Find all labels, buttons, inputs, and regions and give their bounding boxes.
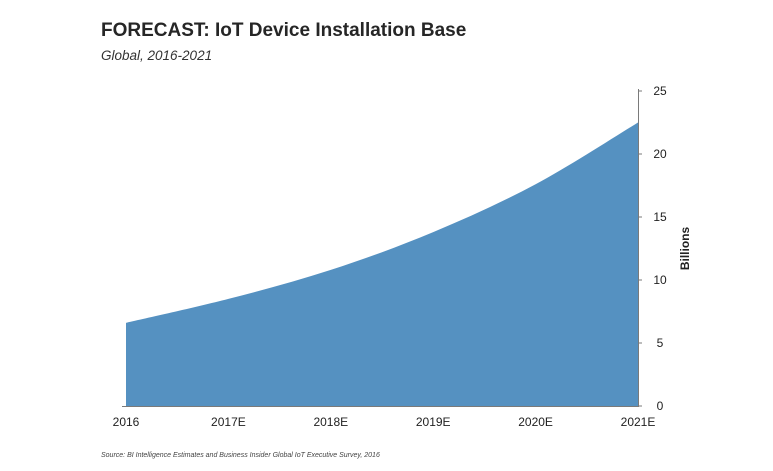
source-note: Source: BI Intelligence Estimates and Bu… [101, 452, 380, 459]
x-tick-label-2020e: 2020E [518, 415, 553, 429]
y-tick-label-25: 25 [653, 84, 667, 98]
x-tick-label-2018e: 2018E [313, 415, 348, 429]
x-tick-label-2019e: 2019E [416, 415, 451, 429]
area-series [126, 122, 638, 406]
x-tick-label-2021e: 2021E [621, 415, 656, 429]
y-tick-label-0: 0 [657, 399, 664, 413]
y-tick-label-15: 15 [653, 210, 667, 224]
x-tick-label-2016: 2016 [113, 415, 140, 429]
y-tick-label-10: 10 [653, 273, 667, 287]
y-tick-label-5: 5 [657, 336, 664, 350]
chart-title: FORECAST: IoT Device Installation Base [101, 20, 467, 41]
x-tick-label-2017e: 2017E [211, 415, 246, 429]
y-tick-label-20: 20 [653, 147, 667, 161]
chart-subtitle: Global, 2016-2021 [101, 48, 213, 63]
y-axis-label: Billions [678, 227, 692, 271]
